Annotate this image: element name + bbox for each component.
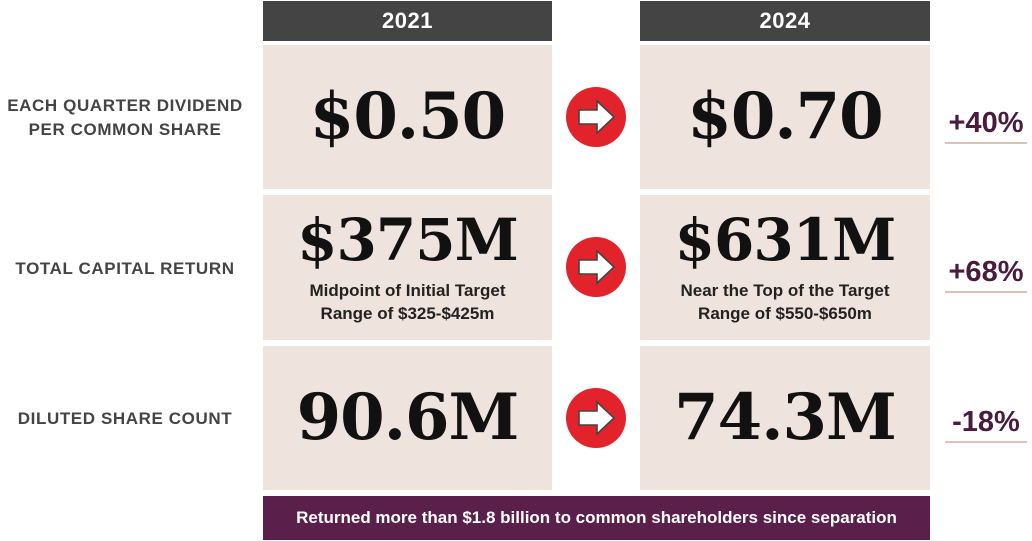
capital-return-2021-note: Midpoint of Initial Target Range of $325…	[309, 279, 505, 325]
capital-return-2024-cell: $631M Near the Top of the Target Range o…	[640, 195, 930, 340]
share-count-2021-cell: 90.6M	[263, 346, 552, 490]
year-header-2024: 2024	[640, 1, 930, 41]
capital-return-2024-value: $631M	[674, 205, 897, 274]
capital-return-2021-note-line1: Midpoint of Initial Target	[309, 280, 506, 300]
dividend-change-underline	[945, 142, 1027, 144]
capital-return-2024-note-line2: Range of $550-$650m	[698, 303, 872, 323]
summary-banner: Returned more than $1.8 billion to commo…	[263, 496, 930, 540]
capital-return-2024-note-line1: Near the Top of the Target	[680, 280, 890, 300]
capital-return-change-percent: +68%	[948, 256, 1024, 288]
capital-return-2021-cell: $375M Midpoint of Initial Target Range o…	[263, 195, 552, 340]
dividend-2021-value: $0.50	[309, 79, 506, 154]
share-count-change-percent: -18%	[952, 406, 1020, 438]
arrow-right-circle-icon	[566, 237, 626, 297]
dividend-2021-cell: $0.50	[263, 45, 552, 189]
share-count-2021-value: 90.6M	[296, 380, 520, 455]
share-count-2024-cell: 74.3M	[640, 346, 930, 490]
row-label-dividend-line1: EACH QUARTER DIVIDEND	[7, 96, 243, 115]
year-header-2021: 2021	[263, 1, 552, 41]
row-label-dividend-line2: PER COMMON SHARE	[28, 120, 222, 139]
capital-return-2021-note-line2: Range of $325-$425m	[320, 303, 495, 323]
capital-return-change-underline	[945, 291, 1027, 293]
dividend-change-percent: +40%	[948, 107, 1024, 139]
dividend-2024-value: $0.70	[687, 79, 883, 154]
capital-return-2021-value: $375M	[297, 205, 519, 274]
arrow-right-circle-icon	[566, 87, 626, 147]
arrow-right-circle-icon	[566, 388, 626, 448]
row-label-share-count-line1: DILUTED SHARE COUNT	[17, 409, 233, 428]
share-count-change-underline	[945, 441, 1027, 443]
capital-return-2024-note: Near the Top of the Target Range of $550…	[680, 279, 889, 325]
row-label-capital-return-line1: TOTAL CAPITAL RETURN	[15, 259, 235, 278]
row-label-share-count: DILUTED SHARE COUNT	[0, 407, 250, 431]
row-label-dividend: EACH QUARTER DIVIDEND PER COMMON SHARE	[0, 94, 250, 142]
share-count-2024-value: 74.3M	[674, 380, 897, 455]
dividend-2024-cell: $0.70	[640, 45, 930, 189]
row-label-capital-return: TOTAL CAPITAL RETURN	[0, 257, 250, 281]
